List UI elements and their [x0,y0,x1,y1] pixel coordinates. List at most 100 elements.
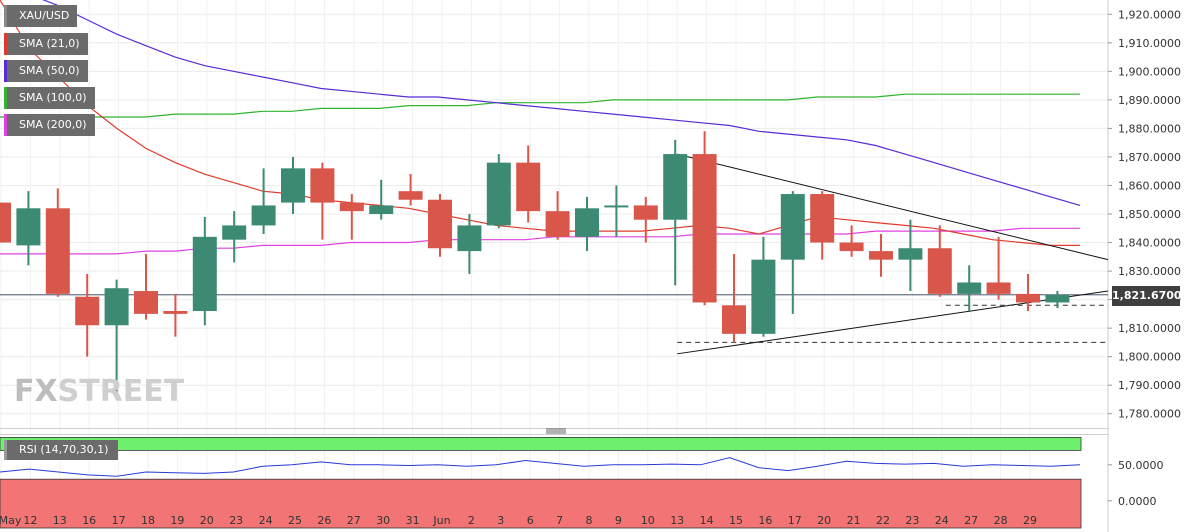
candle [957,265,982,312]
x-tick-label: Jun [432,514,450,527]
x-tick-label: 31 [406,514,420,527]
candle [633,196,658,243]
x-tick-label: 6 [527,514,534,527]
y-tick-label: 1,800.0000 [1118,351,1181,364]
candle-body [281,168,305,203]
x-tick-label: 17 [788,514,802,527]
x-tick-label: 18 [141,514,155,527]
candle-body [428,199,452,249]
candle [222,211,247,263]
x-tick-label: 29 [1023,514,1037,527]
x-tick-label: 14 [700,514,714,527]
x-tick-label: 13 [670,514,684,527]
x-tick-label: 12 [23,514,37,527]
legend-rsi: RSI (14,70,30,1) [4,440,119,460]
y-tick-label: 1,780.0000 [1118,408,1181,421]
candle-body [104,288,129,326]
candle-body [722,305,746,334]
candle [810,191,835,260]
sma-lines [0,0,1108,296]
sma-50-line [42,0,1081,206]
candle-body [1045,294,1070,303]
y-tick-label: 1,870.0000 [1118,151,1181,164]
candle-body [692,154,717,303]
candle [251,168,276,234]
x-tick-label: 7 [556,514,563,527]
candle-body [780,194,805,260]
rsi-panel: 50.0000 0.0000 [0,428,1164,529]
rsi-line [0,457,1081,477]
candle-body [134,291,158,314]
candle [486,154,511,229]
y-tick-label: 1,840.0000 [1118,237,1181,250]
rsi-y-tick-label: 0.0000 [1118,495,1157,508]
candle-body [0,202,11,243]
x-tick-label: May [0,514,22,527]
candle-body [251,205,276,226]
candle [1016,273,1040,312]
candle-body [839,242,864,252]
candle-body [957,282,982,294]
x-tick-label: 20 [817,514,831,527]
legend-sma200: SMA (200,0) [4,114,95,136]
x-tick-label: 27 [347,514,361,527]
candle [0,202,11,243]
candle [780,191,805,314]
candle [751,236,776,337]
x-tick-label: 28 [994,514,1008,527]
candle [16,191,41,266]
legend-sma50: SMA (50,0) [4,60,88,82]
x-tick-label: 30 [376,514,390,527]
x-tick-label: 3 [497,514,504,527]
candle [45,188,70,297]
x-tick-label: 24 [935,514,949,527]
legend-symbol: XAU/USD [4,5,78,27]
candle-body [75,296,100,326]
candle [663,139,688,286]
candle [281,156,305,214]
candle-body [927,248,952,294]
candle-body [898,248,923,260]
candle [692,131,717,306]
rsi-overbought-zone [0,437,1082,451]
x-tick-label: 15 [729,514,743,527]
x-tick-label: 21 [847,514,861,527]
candle [428,194,452,257]
x-tick-label: 2 [468,514,475,527]
y-tick-label: 1,830.0000 [1118,265,1181,278]
x-tick-label: 13 [53,514,67,527]
y-tick-label: 1,880.0000 [1118,122,1181,135]
candle [134,253,158,320]
x-tick-label: 23 [229,514,243,527]
rsi-y-tick-label: 50.0000 [1118,459,1164,472]
candle [369,179,394,220]
candle-body [398,191,423,200]
sma-100-line [0,93,1080,118]
descending-trendline [677,153,1109,261]
current-price-label: 1,821.6700 [1112,286,1182,306]
x-tick-label: 20 [200,514,214,527]
candle-body [16,208,41,246]
sma-21-line [0,0,1080,246]
candle-body [633,205,658,220]
candle-body [986,282,1011,294]
rsi-oversold-zone [0,478,1082,529]
x-tick-label: 23 [905,514,919,527]
candle [516,145,541,223]
candle-body [604,205,629,208]
y-tick-label: 1,890.0000 [1118,94,1181,107]
candle [986,236,1011,300]
candle-body [163,311,188,314]
x-tick-label: 24 [259,514,273,527]
candle [457,214,482,274]
y-axis: 1,920.0000 1,910.0000 1,900.0000 1,890.0000… [1108,8,1181,421]
candle-body [339,202,364,212]
x-tick-label: 17 [112,514,126,527]
candle-body [45,208,70,294]
x-tick-label: 27 [964,514,978,527]
candle-body [575,208,599,237]
candle-body [869,251,893,260]
candle-body [486,162,511,226]
x-tick-label: 22 [876,514,890,527]
